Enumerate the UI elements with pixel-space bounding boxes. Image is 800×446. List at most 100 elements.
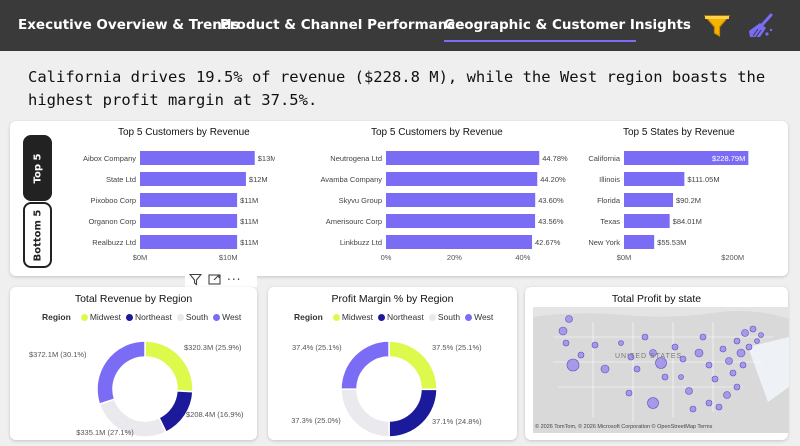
bar[interactable] <box>140 172 246 186</box>
map-bubble[interactable] <box>562 339 570 347</box>
map-bubble[interactable] <box>705 361 713 369</box>
bar[interactable] <box>386 214 536 228</box>
tab-executive-overview[interactable]: Executive Overview & Trends <box>18 17 240 33</box>
bar-category-label: Linkbuzz Ltd <box>340 238 382 247</box>
bar[interactable] <box>624 151 749 165</box>
map-bubble[interactable] <box>627 353 635 361</box>
donut-data-label: 37.1% (24.8%) <box>432 417 482 426</box>
filter-icon[interactable] <box>702 12 732 40</box>
map-bubble[interactable] <box>566 358 580 372</box>
map-bubble[interactable] <box>749 325 757 333</box>
top-nav-bar: Executive Overview & Trends Product & Ch… <box>0 0 800 51</box>
x-tick-label: $0M <box>617 253 632 262</box>
map-bubble[interactable] <box>600 364 610 374</box>
bar-chart-customers-margin: Neutrogena Ltd 44.78% Avamba Company 44.20%… <box>320 151 568 262</box>
top-5-toggle[interactable]: Top 5 <box>23 135 52 201</box>
tab-product-channel[interactable]: Product & Channel Performance <box>220 17 465 33</box>
map-bubble[interactable] <box>679 355 687 363</box>
map-bubble[interactable] <box>649 349 657 357</box>
bottom-5-toggle[interactable]: Bottom 5 <box>23 202 52 268</box>
chart-title-profit-state: Total Profit by state <box>611 293 702 305</box>
map-bubble[interactable] <box>565 315 573 323</box>
bar-category-label: Texas <box>600 217 620 226</box>
map-bubble[interactable] <box>745 343 753 351</box>
bar[interactable] <box>624 235 655 249</box>
map-bubble[interactable] <box>671 343 679 351</box>
map-bubble[interactable] <box>618 340 624 346</box>
map-bubble[interactable] <box>719 345 727 353</box>
map-bubble[interactable] <box>758 332 764 338</box>
bar-category-label: Pixoboo Corp <box>91 196 136 205</box>
bar[interactable] <box>386 151 540 165</box>
map-bubble[interactable] <box>736 348 746 358</box>
donut-slice[interactable] <box>388 388 438 438</box>
map-bubble[interactable] <box>678 374 684 380</box>
filter-icon[interactable] <box>189 273 202 286</box>
bar[interactable] <box>624 214 670 228</box>
donut-slice[interactable] <box>96 340 146 406</box>
visual-header-toolbar: ... <box>185 269 257 287</box>
more-options-icon[interactable]: ... <box>227 269 242 283</box>
profit-margin-by-region-card: Profit Margin % by Region Region Midwest… <box>268 287 517 440</box>
donut-data-label: $335.1M (27.1%) <box>76 428 134 437</box>
bar-category-label: New York <box>588 238 620 247</box>
bar-value-label: $84.01M <box>673 217 702 226</box>
bar-category-label: Realbuzz Ltd <box>92 238 136 247</box>
map-bubble[interactable] <box>577 351 585 359</box>
donut-data-label: $208.4M (16.9%) <box>186 410 244 419</box>
bar-category-label: Illinois <box>599 175 620 184</box>
map-bubble[interactable] <box>647 397 659 409</box>
bar-category-label: State Ltd <box>106 175 136 184</box>
map-bubble[interactable] <box>633 365 641 373</box>
bar[interactable] <box>386 172 538 186</box>
focus-mode-icon[interactable] <box>208 273 221 286</box>
bar[interactable] <box>140 193 238 207</box>
map-bubble[interactable] <box>661 373 669 381</box>
bar-category-label: Florida <box>597 196 621 205</box>
map-bubble[interactable] <box>655 357 667 369</box>
map-bubble[interactable] <box>739 361 747 369</box>
map-bubble[interactable] <box>711 375 719 383</box>
donut-slice[interactable] <box>340 340 390 390</box>
bar-category-label: Neutrogena Ltd <box>330 154 382 163</box>
map-bubble[interactable] <box>689 405 697 413</box>
map-bubble[interactable] <box>705 399 713 407</box>
bar-value-label: $12M <box>249 175 268 184</box>
map-bubble[interactable] <box>723 391 731 399</box>
bar[interactable] <box>386 235 533 249</box>
map-bubble[interactable] <box>685 387 693 395</box>
x-tick-label: 0% <box>381 253 392 262</box>
map-bubble[interactable] <box>558 326 568 336</box>
bar-value-label: 43.56% <box>538 217 564 226</box>
donut-data-label: 37.4% (25.1%) <box>292 343 342 352</box>
us-bubble-map[interactable]: UNITED STATES © 2026 TomTom, © 2026 Micr… <box>533 307 789 433</box>
map-bubble[interactable] <box>754 338 760 344</box>
bar-value-label: $11M <box>240 217 258 226</box>
bar-category-label: Aibox Company <box>83 154 136 163</box>
bar-value-label: $55.53M <box>657 238 686 247</box>
map-bubble[interactable] <box>694 348 704 358</box>
map-bubble[interactable] <box>725 357 733 365</box>
bar[interactable] <box>624 172 685 186</box>
map-bubble[interactable] <box>733 337 741 345</box>
map-bubble[interactable] <box>591 341 599 349</box>
map-bubble[interactable] <box>699 333 707 341</box>
tab-geographic-customer[interactable]: Geographic & Customer Insights <box>444 17 691 33</box>
map-bubble[interactable] <box>641 333 649 341</box>
donut-slice[interactable] <box>340 388 390 438</box>
x-tick-label: 20% <box>447 253 462 262</box>
map-bubble[interactable] <box>729 369 737 377</box>
bar[interactable] <box>624 193 674 207</box>
bar[interactable] <box>386 193 536 207</box>
map-bubble[interactable] <box>741 329 749 337</box>
map-bubble[interactable] <box>625 389 633 397</box>
broom-clear-icon[interactable] <box>747 12 777 40</box>
map-bubble[interactable] <box>715 403 723 411</box>
profit-by-state-map-card: Total Profit by state UNITED STATES © 20… <box>525 287 789 440</box>
map-bubble[interactable] <box>733 383 741 391</box>
bar[interactable] <box>140 235 238 249</box>
bar[interactable] <box>140 214 238 228</box>
bar[interactable] <box>140 151 255 165</box>
bar-value-label: 42.67% <box>535 238 561 247</box>
donut-slice[interactable] <box>388 340 438 391</box>
